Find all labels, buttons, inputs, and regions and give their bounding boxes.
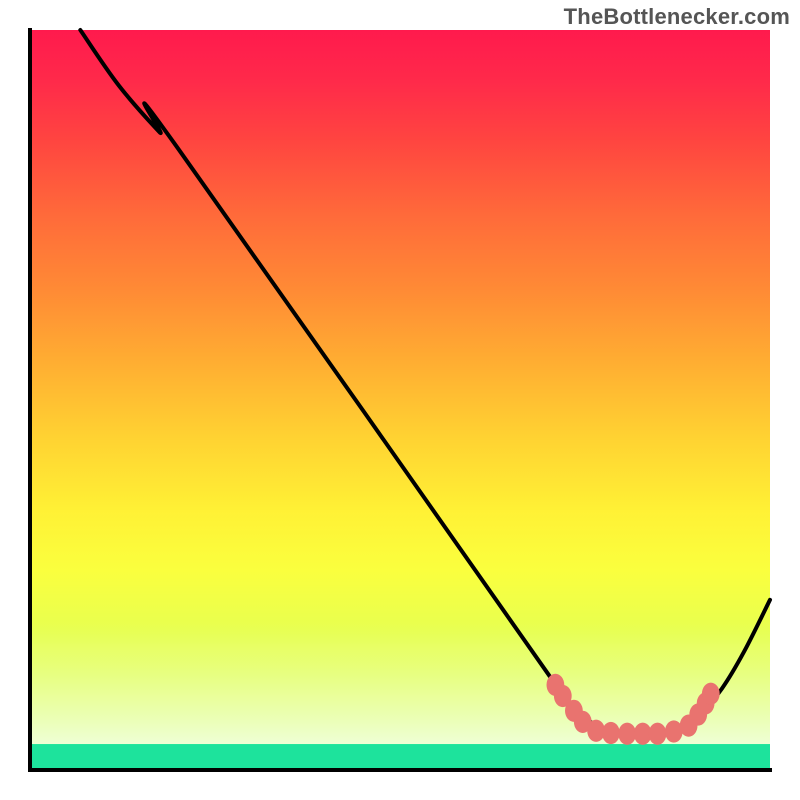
chart-stage: TheBottlenecker.com xyxy=(0,0,800,800)
watermark-label: TheBottlenecker.com xyxy=(564,4,790,30)
marker-dot xyxy=(702,683,720,705)
plot-green-band xyxy=(30,744,770,770)
chart-svg xyxy=(0,0,800,800)
marker-dot xyxy=(649,723,667,745)
marker-dot xyxy=(602,722,620,744)
marker-dot xyxy=(618,723,636,745)
